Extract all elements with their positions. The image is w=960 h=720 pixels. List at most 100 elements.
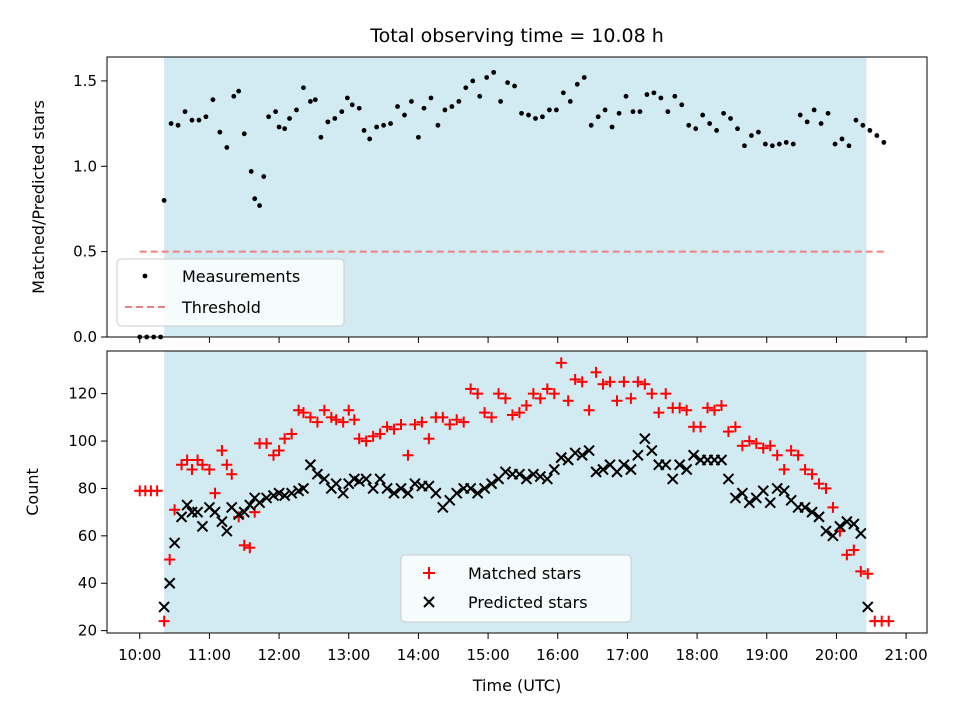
- measurement-point: [553, 107, 559, 113]
- y-tick-label: 80: [78, 479, 97, 497]
- measurement-point: [282, 126, 288, 132]
- matched-star-point: [286, 428, 298, 440]
- predicted-star-point: [806, 506, 818, 518]
- y-tick-label: 0.5: [73, 243, 97, 261]
- legend-predicted-label: Predicted stars: [468, 593, 588, 612]
- measurement-point: [783, 139, 789, 145]
- matched-star-point: [451, 414, 463, 426]
- predicted-star-point: [534, 470, 547, 483]
- measurement-point: [196, 117, 202, 123]
- x-tick-label: 21:00: [884, 646, 927, 664]
- predicted-star-point: [260, 492, 273, 504]
- measurement-point: [402, 112, 407, 118]
- matched-star-point: [297, 407, 309, 419]
- measurement-point: [881, 139, 887, 145]
- predicted-star-point: [673, 459, 686, 471]
- matched-star-point: [444, 418, 456, 430]
- measurement-point: [395, 104, 400, 109]
- predicted-stars-points: [158, 432, 874, 613]
- matched-star-point: [674, 402, 686, 414]
- measurement-point: [874, 133, 880, 138]
- measurement-point: [588, 122, 594, 128]
- predicted-star-point: [163, 577, 176, 589]
- measurement-point: [790, 141, 796, 147]
- measurement-point: [189, 117, 195, 123]
- measurement-point: [644, 92, 650, 97]
- predicted-star-point: [196, 520, 209, 533]
- legend-matched-label: Matched stars: [468, 564, 581, 583]
- measurement-point: [182, 109, 188, 115]
- predicted-star-point: [499, 466, 512, 478]
- panel-bottom: 20 40 60 80 100 120 10:00 11:00 12:00 13:00 14:00…: [23, 350, 928, 695]
- matched-star-point: [395, 418, 407, 430]
- y-tick-label: 20: [78, 622, 97, 640]
- measurement-point: [512, 83, 517, 89]
- measurement-point: [749, 133, 754, 138]
- x-tick-label: 10:00: [118, 646, 161, 664]
- matched-star-point: [226, 468, 238, 480]
- measurement-point: [519, 110, 524, 116]
- measurement-point: [168, 121, 174, 126]
- top-legend-box: [116, 258, 345, 327]
- predicted-star-point: [743, 496, 756, 509]
- predicted-star-point: [569, 447, 581, 459]
- predicted-star-point: [862, 601, 874, 613]
- top-measurement-points: [137, 69, 887, 340]
- predicted-star-point: [548, 463, 560, 476]
- predicted-star-point: [687, 449, 700, 461]
- matched-star-point: [360, 435, 372, 447]
- measurement-point: [276, 124, 282, 130]
- measurement-point: [721, 110, 726, 116]
- matched-star-point: [778, 463, 790, 475]
- matched-star-point: [402, 449, 414, 461]
- matched-stars-points: [134, 357, 895, 627]
- matched-star-point: [569, 373, 581, 385]
- x-tick-label: 11:00: [188, 646, 231, 664]
- legend-matched-marker: [423, 567, 435, 579]
- measurement-point: [602, 107, 608, 113]
- measurement-point: [449, 104, 455, 109]
- matched-star-point: [348, 414, 360, 426]
- matched-star-point: [855, 565, 867, 577]
- matched-star-point: [883, 615, 895, 627]
- measurement-point: [203, 114, 209, 120]
- measurement-point: [581, 75, 587, 80]
- measurement-point: [756, 129, 761, 135]
- matched-star-point: [374, 428, 386, 440]
- chart-title: Total observing time = 10.08 h: [369, 25, 664, 47]
- matched-star-point: [618, 376, 630, 388]
- measurement-point: [595, 114, 601, 120]
- top-y-axis-label: Matched/Predicted stars: [29, 100, 48, 294]
- measurement-point: [332, 116, 338, 121]
- measurement-point: [707, 121, 713, 126]
- predicted-star-point: [820, 525, 832, 537]
- predicted-star-point: [520, 473, 533, 485]
- measurement-point: [308, 98, 313, 104]
- measurement-point: [846, 143, 852, 149]
- predicted-star-point: [409, 477, 421, 490]
- x-tick-label: 12:00: [257, 646, 300, 664]
- x-tick-label: 15:00: [466, 646, 509, 664]
- matched-star-point: [458, 416, 470, 428]
- matched-star-point: [646, 388, 658, 400]
- matched-star-point: [221, 459, 233, 471]
- matched-star-point: [653, 407, 665, 419]
- measurement-point: [349, 102, 355, 108]
- predicted-star-point: [855, 527, 867, 540]
- measurement-point: [470, 78, 476, 84]
- matched-star-point: [479, 407, 491, 419]
- predicted-star-point: [667, 473, 679, 485]
- matched-star-point: [500, 392, 512, 404]
- matched-star-point: [757, 442, 769, 454]
- matched-star-point: [625, 392, 637, 404]
- predicted-star-point: [639, 432, 651, 445]
- measurement-point: [853, 117, 859, 123]
- predicted-star-point: [660, 459, 672, 471]
- measurement-point: [637, 109, 643, 115]
- matched-star-point: [820, 482, 832, 494]
- predicted-star-point: [771, 482, 783, 495]
- predicted-star-point: [632, 449, 644, 461]
- measurement-point: [356, 105, 362, 111]
- predicted-star-point: [757, 485, 769, 497]
- measurement-point: [574, 81, 580, 87]
